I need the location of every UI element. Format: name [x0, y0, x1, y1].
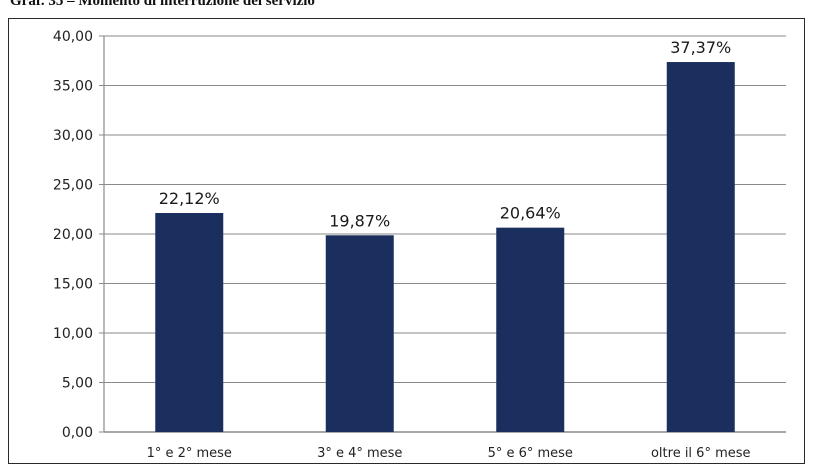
- x-tick-label: oltre il 6° mese: [651, 446, 751, 461]
- y-tick-label: 30,00: [53, 128, 93, 144]
- y-tick-label: 5,00: [62, 376, 93, 392]
- y-tick-label: 15,00: [53, 277, 93, 293]
- bar: [325, 235, 394, 432]
- data-label: 19,87%: [329, 211, 390, 230]
- x-tick-label: 5° e 6° mese: [488, 446, 573, 461]
- chart-caption: Graf. 35 – Momento di interruzione del s…: [10, 0, 315, 9]
- bar: [496, 227, 565, 432]
- y-tick-label: 0,00: [62, 425, 93, 441]
- data-label: 22,12%: [159, 189, 220, 208]
- x-tick-label: 1° e 2° mese: [147, 446, 232, 461]
- y-tick-label: 10,00: [53, 326, 93, 342]
- y-tick-label: 40,00: [53, 29, 93, 45]
- bar: [666, 62, 735, 433]
- y-tick-label: 25,00: [53, 178, 93, 194]
- bars: [155, 62, 735, 433]
- x-tick-label: 3° e 4° mese: [317, 446, 402, 461]
- y-tick-label: 35,00: [53, 79, 93, 95]
- x-axis-ticks: 1° e 2° mese 3° e 4° mese 5° e 6° mese oltr…: [147, 446, 751, 461]
- y-tick-label: 20,00: [53, 227, 93, 243]
- y-axis-ticks: 0,00 5,00 10,00 15,00 20,00 25,00 30,00 35,00 40…: [53, 29, 93, 441]
- bar: [155, 213, 224, 432]
- data-label: 37,37%: [670, 38, 731, 57]
- data-label: 20,64%: [500, 204, 561, 223]
- data-labels: 22,12% 19,87% 20,64% 37,37%: [159, 38, 732, 230]
